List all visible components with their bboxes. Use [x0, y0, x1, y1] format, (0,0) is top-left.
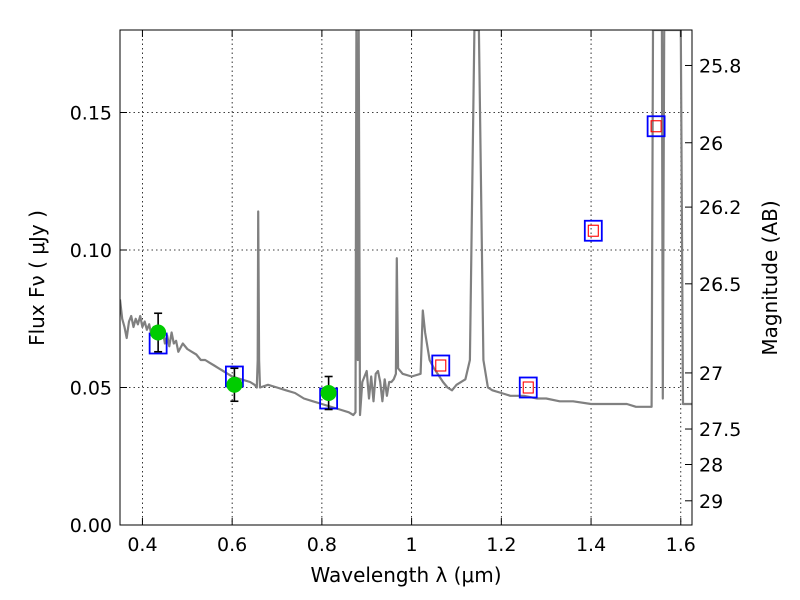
upper-limit-square	[522, 381, 534, 394]
x-tick-label: 0.8	[307, 534, 337, 556]
model-photometry-square	[646, 115, 666, 138]
model-sed-line	[120, 30, 692, 417]
y-tick-label: 0.05	[70, 378, 112, 400]
x-axis-label: Wavelength λ (μm)	[310, 563, 501, 587]
right-axis-label: Magnitude (AB)	[758, 200, 782, 355]
upper-limit-square	[587, 224, 599, 237]
data-layer	[120, 30, 692, 417]
observed-point	[320, 385, 337, 401]
x-tick-label: 1.2	[486, 534, 516, 556]
y-tick-label: 0.15	[70, 103, 112, 125]
upper-limit-square	[435, 359, 447, 372]
x-tick-label: 1	[406, 534, 418, 556]
model-photometry-square	[518, 376, 538, 399]
right-tick-label: 27.5	[699, 419, 741, 441]
right-tick-label: 28	[699, 455, 723, 477]
y-tick-label: 0.10	[70, 240, 112, 262]
axes: 0.4 0.6 0.8 1 1.2 1.4 1.6 0.00 0.05 0.10 0.15 25.8 2…	[70, 30, 741, 556]
observed-point	[150, 324, 167, 341]
y-tick-label: 0.00	[70, 515, 112, 537]
plot-frame	[119, 29, 693, 526]
x-tick-label: 1.6	[666, 534, 696, 556]
model-photometry-square	[431, 354, 451, 377]
right-tick-label: 27	[699, 363, 723, 385]
x-tick-label: 1.4	[576, 534, 606, 556]
right-tick-label: 26	[699, 133, 723, 155]
observed-point	[226, 376, 243, 393]
y-axis-label: Flux Fν ( μJy )	[25, 210, 49, 346]
right-tick-label: 29	[699, 491, 723, 513]
right-tick-label: 26.5	[699, 274, 741, 296]
right-tick-label: 25.8	[699, 55, 741, 77]
model-photometry-square	[583, 219, 603, 242]
upper-limit-square	[650, 120, 662, 133]
right-tick-label: 26.2	[699, 197, 741, 219]
grid	[120, 30, 692, 526]
x-tick-label: 0.4	[127, 534, 157, 556]
x-tick-label: 0.6	[217, 534, 247, 556]
